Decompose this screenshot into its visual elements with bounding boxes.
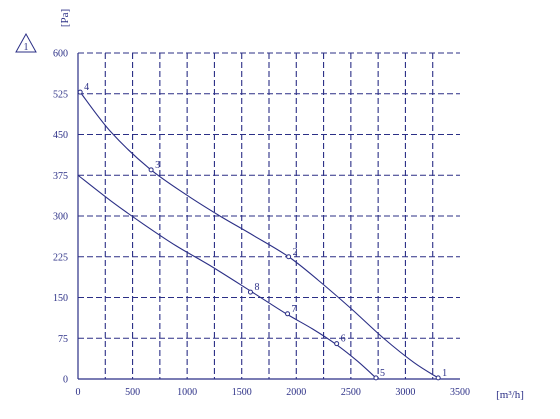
- series-line-1: [79, 91, 439, 379]
- point-label-1: 1: [442, 368, 447, 379]
- point-marker-8: [247, 289, 253, 295]
- x-tick-label: 2500: [341, 387, 361, 398]
- point-marker-1: [435, 375, 441, 381]
- point-label-7: 7: [292, 304, 297, 315]
- grid-lines: [78, 52, 460, 379]
- y-tick-label: 225: [53, 252, 68, 263]
- y-tick-label: 75: [58, 334, 68, 345]
- point-marker-4: [77, 89, 83, 95]
- point-label-5: 5: [380, 368, 385, 379]
- y-tick-label: 0: [63, 375, 68, 386]
- x-tick-label: 0: [76, 387, 81, 398]
- x-tick-label: 3500: [450, 387, 470, 398]
- point-marker-3: [148, 167, 154, 173]
- badge-label: 1: [24, 42, 29, 53]
- series-line-2: [77, 174, 377, 379]
- y-tick-label: 600: [53, 49, 68, 60]
- x-axis-label: [m³/h]: [496, 389, 524, 401]
- y-tick-label: 525: [53, 89, 68, 100]
- y-axis-label: [Pa]: [59, 9, 71, 27]
- x-tick-label: 500: [125, 387, 140, 398]
- x-tick-label: 2000: [286, 387, 306, 398]
- points-group: 1 2 3 4 5 6 7 8: [77, 82, 447, 381]
- point-label-8: 8: [254, 282, 259, 293]
- warning-triangle-icon: 1: [15, 32, 37, 53]
- point-marker-5: [373, 375, 379, 381]
- point-label-6: 6: [341, 334, 346, 345]
- y-tick-label: 150: [53, 293, 68, 304]
- tick-labels: 0 500 1000 1500 2000 2500 3000 3500075150225300…: [53, 49, 470, 399]
- point-label-4: 4: [84, 82, 89, 93]
- x-tick-label: 1000: [177, 387, 197, 398]
- x-tick-label: 1500: [232, 387, 252, 398]
- y-tick-label: 450: [53, 130, 68, 141]
- point-marker-7: [285, 311, 291, 317]
- point-label-2: 2: [293, 247, 298, 258]
- point-marker-2: [286, 254, 292, 260]
- axes: [77, 53, 460, 380]
- point-label-3: 3: [155, 160, 160, 171]
- y-tick-label: 300: [53, 212, 68, 223]
- y-tick-label: 375: [53, 171, 68, 182]
- x-tick-label: 3000: [395, 387, 415, 398]
- point-marker-6: [334, 341, 340, 347]
